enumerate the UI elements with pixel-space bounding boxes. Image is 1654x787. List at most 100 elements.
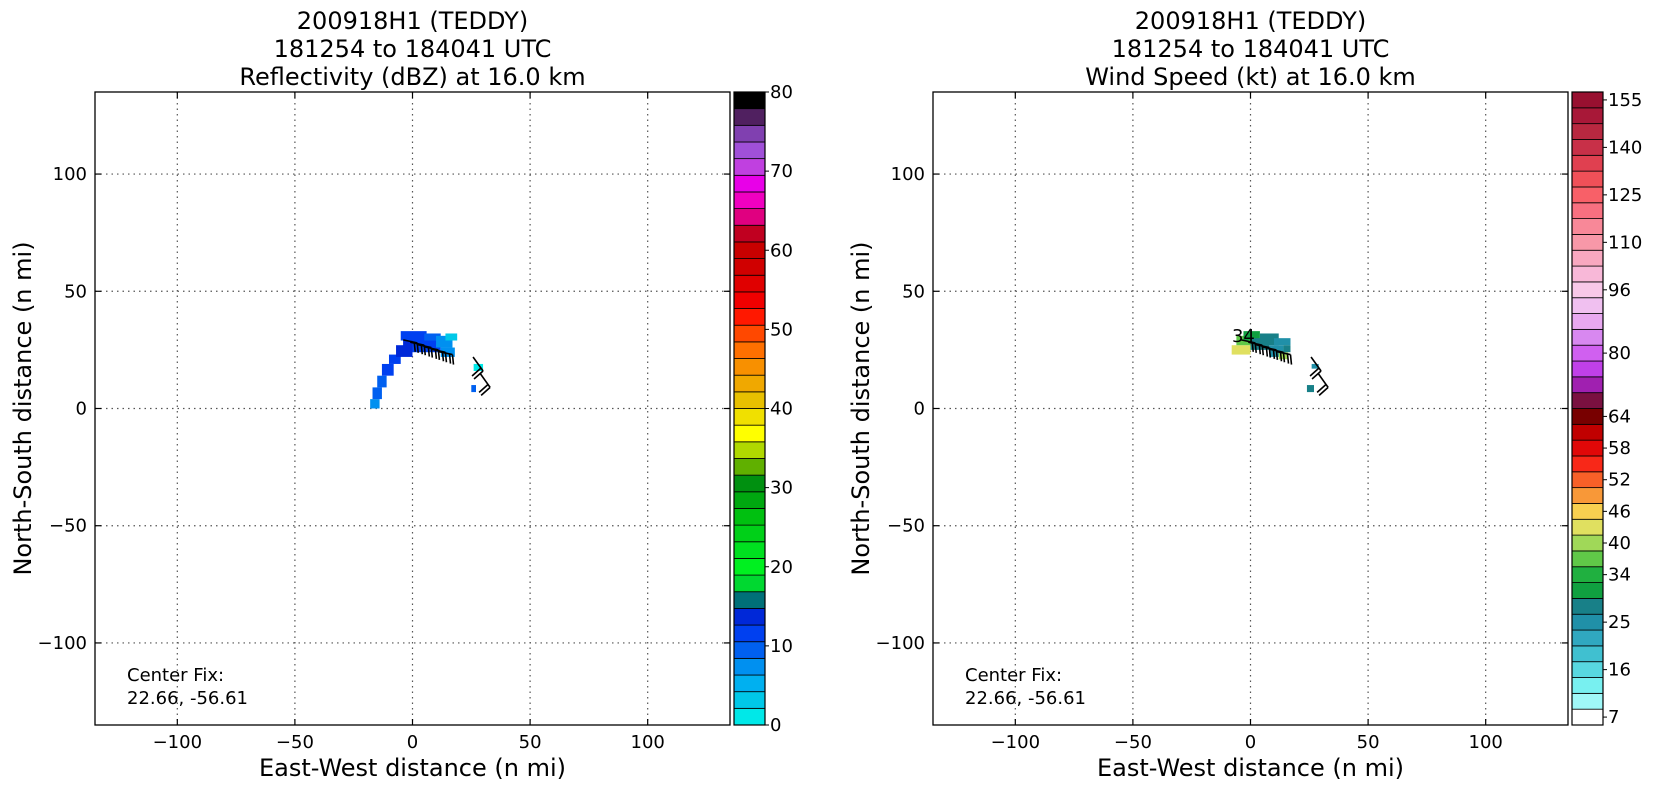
field-cell-9 [1311,363,1319,369]
barb-shaft [479,372,491,388]
colorbar-tick-label-6: 60 [770,240,793,261]
colorbar-segment-23 [733,324,766,343]
colorbar-tick-label-5: 50 [770,319,793,340]
grid-lines [95,92,730,725]
colorbar-segment-22 [733,341,766,359]
field-cell-7 [400,331,427,341]
center-fix-annotation-line-1: Center Fix: [965,665,1062,686]
colorbar-segment-35 [733,124,766,143]
colorbar-segment-26 [733,274,766,293]
colorbar-frame [1571,91,1604,726]
y-tick-label-3: 50 [902,281,925,302]
field-cell-3 [381,363,394,376]
colorbar-segment-19 [1571,408,1604,425]
colorbar-segment-33 [733,158,766,176]
center-fix-annotation-line-2: 22.66, -56.61 [127,688,248,709]
colorbar-segment-16 [1571,455,1604,473]
colorbar-tick-label-1: 10 [770,636,793,657]
colorbar-segment-9 [733,558,766,576]
colorbar-segment-4 [733,641,766,659]
chart-title-line-3: Reflectivity (dBZ) at 16.0 km [239,63,585,91]
x-axis-label: East-West distance (n mi) [259,754,566,782]
colorbar-tick-label-5: 46 [1608,501,1631,522]
x-tick-label-4: 100 [1469,732,1503,753]
colorbar-segment-17 [1571,439,1604,457]
barb-flag [1318,386,1329,396]
colorbar-segment-9 [1571,566,1604,583]
field-cell-13 [473,363,484,371]
wind-barb-6 [471,356,484,380]
colorbar-segment-38 [1571,107,1604,125]
colorbar-segment-5 [733,624,766,643]
colorbar-segment-30 [1571,234,1604,251]
colorbar: 7 16 25 34 40 46 52 58 64 80 96 110 125 140 155 [1571,90,1642,728]
colorbar-segment-7 [1571,598,1604,615]
barb-flag [471,367,482,377]
colorbar-segment-13 [1571,503,1604,520]
colorbar-segment-31 [733,191,766,210]
colorbar-segment-6 [733,607,766,626]
colorbar-segment-3 [733,657,766,676]
x-tick-label-1: −50 [1114,732,1152,753]
x-tick-label-2: 0 [407,732,418,753]
x-axis-label: East-West distance (n mi) [1097,754,1404,782]
colorbar-segment-24 [1571,328,1604,346]
colorbar-segment-5 [1571,629,1604,647]
colorbar-segment-37 [733,91,766,110]
colorbar-segment-25 [733,291,766,309]
barb-flag [1289,354,1293,365]
colorbar-tick-label-4: 40 [770,399,793,420]
field-cell-14 [471,385,476,393]
colorbar-segment-10 [1571,550,1604,568]
colorbar-tick-label-13: 140 [1608,137,1642,158]
colorbar-segment-14 [733,474,766,493]
colorbar-segment-15 [733,458,766,476]
colorbar-tick-label-8: 64 [1608,406,1631,427]
field-cell-0 [1231,345,1251,355]
y-tick-label-4: 100 [891,164,925,185]
colorbar-tick-label-0: 7 [1608,707,1619,728]
colorbar-segment-20 [733,374,766,393]
colorbar-segment-21 [1571,376,1604,394]
colorbar-segment-23 [1571,344,1604,362]
colorbar-segment-30 [733,208,766,226]
x-tick-label-3: 50 [519,732,542,753]
colorbar-tick-label-6: 52 [1608,470,1631,491]
x-tick-label-3: 50 [1357,732,1380,753]
axis-ticks: −100 −50 0 50 100 −100 −50 0 50 100 [876,92,1568,753]
colorbar-tick-label-14: 155 [1608,90,1642,111]
y-tick-label-0: −100 [876,633,925,654]
data-field [370,331,484,409]
colorbar-segment-12 [733,508,766,526]
colorbar-tick-label-1: 16 [1608,660,1631,681]
colorbar-segment-12 [1571,518,1604,536]
colorbar-segment-34 [1571,170,1604,188]
colorbar-segment-32 [733,174,766,193]
colorbar-segment-2 [1571,677,1604,694]
colorbar-tick-label-11: 110 [1608,232,1642,253]
barb-flag [1309,367,1320,377]
axis-ticks: −100 −50 0 50 100 −100 −50 0 50 100 [38,92,730,753]
barb-flag [478,383,489,393]
colorbar-segment-0 [1571,708,1604,726]
colorbar-tick-label-3: 30 [770,478,793,499]
colorbar-segment-28 [1571,265,1604,283]
colorbar-segment-35 [1571,154,1604,172]
wind-barbs [403,339,491,396]
barb-flag [1286,353,1290,364]
colorbar-segment-13 [733,491,766,509]
chart-title-line-1: 200918H1 (TEDDY) [297,7,528,35]
colorbar-segment-26 [1571,297,1604,314]
field-cell-12 [445,333,458,341]
colorbar-segment-18 [733,408,766,426]
colorbar-segment-37 [1571,123,1604,140]
colorbar-segment-1 [1571,692,1604,710]
colorbar-segment-18 [1571,423,1604,441]
x-tick-label-0: −100 [991,732,1040,753]
colorbar-segment-10 [733,541,766,559]
contour-label-0: 34 [1232,326,1255,347]
field-cell-0 [370,399,380,409]
chart-title-line-2: 181254 to 184041 UTC [1112,35,1390,63]
colorbar-tick-label-3: 34 [1608,565,1631,586]
colorbar-segment-36 [1571,139,1604,156]
